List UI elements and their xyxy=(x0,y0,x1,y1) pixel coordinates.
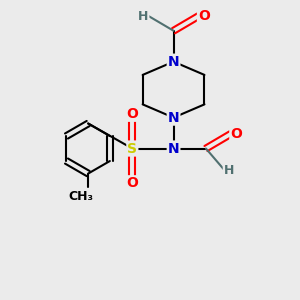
Text: O: O xyxy=(126,107,138,121)
Text: N: N xyxy=(168,55,179,69)
Text: O: O xyxy=(198,9,210,23)
Text: O: O xyxy=(230,127,242,141)
Text: N: N xyxy=(168,142,179,155)
Text: CH₃: CH₃ xyxy=(68,190,93,203)
Text: S: S xyxy=(127,142,137,155)
Text: H: H xyxy=(138,10,148,22)
Text: H: H xyxy=(224,164,234,177)
Text: N: N xyxy=(168,111,179,124)
Text: O: O xyxy=(126,176,138,190)
